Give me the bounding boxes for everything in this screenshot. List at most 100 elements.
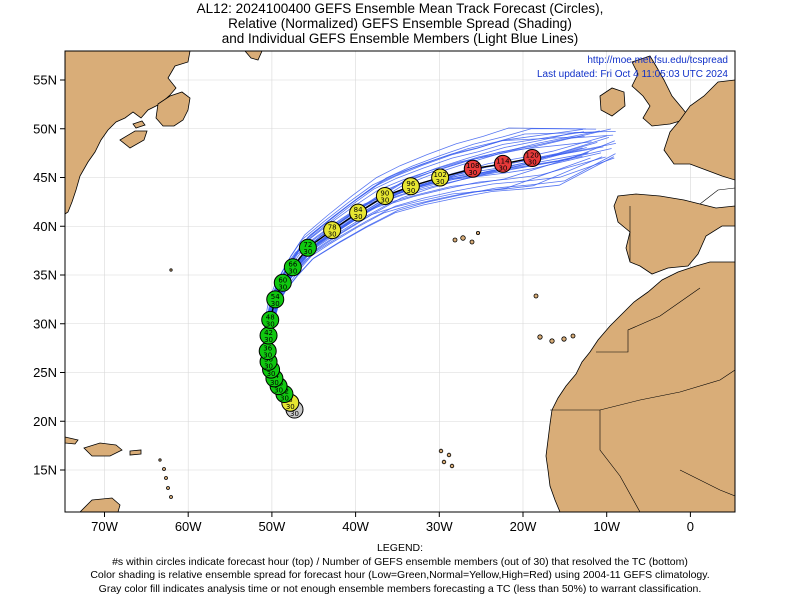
member-count: 30 bbox=[288, 268, 297, 276]
member-count: 30 bbox=[280, 394, 289, 402]
forecast-circle-marker bbox=[323, 221, 342, 240]
lon-label: 10W bbox=[593, 519, 620, 534]
lat-label: 45N bbox=[33, 170, 57, 185]
member-count: 30 bbox=[436, 178, 445, 186]
forecast-hour: 84 bbox=[354, 206, 363, 214]
forecast-hour: 114 bbox=[496, 157, 510, 165]
chart-title-line-1: AL12: 2024100400 GEFS Ensemble Mean Trac… bbox=[196, 1, 604, 16]
member-count: 30 bbox=[286, 403, 295, 411]
latitude-labels: 55N 50N 45N 40N 35N 30N 25N 20N 15N bbox=[33, 73, 65, 478]
forecast-hour: 42 bbox=[264, 329, 273, 337]
legend-heading: LEGEND: bbox=[376, 542, 424, 554]
lat-label: 40N bbox=[33, 219, 57, 234]
landmasses bbox=[65, 51, 735, 512]
member-count: 30 bbox=[274, 387, 283, 395]
lon-label: 0 bbox=[687, 519, 694, 534]
member-count: 30 bbox=[498, 164, 507, 172]
map-frame bbox=[64, 50, 736, 513]
member-count: 30 bbox=[406, 187, 415, 195]
forecast-hour: 102 bbox=[433, 171, 446, 179]
forecast-circle-marker bbox=[298, 238, 317, 257]
forecast-hour: 96 bbox=[406, 180, 415, 188]
member-count: 30 bbox=[266, 320, 275, 328]
forecast-hour: 72 bbox=[303, 241, 312, 249]
land-puerto-rico bbox=[129, 449, 142, 456]
forecast-circle-marker bbox=[261, 310, 280, 329]
forecast-circle-marker bbox=[375, 187, 394, 206]
forecast-circle-marker bbox=[523, 149, 542, 167]
land-pei bbox=[132, 120, 146, 129]
lat-label: 55N bbox=[33, 73, 57, 88]
forecast-circle-marker bbox=[273, 273, 292, 292]
member-count: 30 bbox=[271, 300, 280, 308]
member-count: 30 bbox=[328, 231, 337, 239]
land-newfoundland bbox=[155, 91, 191, 127]
member-count: 30 bbox=[303, 248, 312, 256]
last-updated: Last updated: Fri Oct 4 11:05:03 UTC 202… bbox=[537, 69, 728, 80]
forecast-hour: 36 bbox=[263, 345, 272, 353]
lat-label: 25N bbox=[33, 365, 57, 380]
land-greenland-tip bbox=[244, 51, 263, 61]
lon-label: 30W bbox=[426, 519, 453, 534]
legend-line-1: #s within circles indicate forecast hour… bbox=[112, 556, 688, 568]
member-count: 30 bbox=[380, 197, 389, 205]
forecast-hour: 90 bbox=[380, 190, 389, 198]
chart-title-line-2: Relative (Normalized) GEFS Ensemble Spre… bbox=[228, 16, 572, 31]
forecast-hour: 60 bbox=[278, 276, 287, 284]
legend-line-3: Gray color fill indicates analysis time … bbox=[98, 583, 702, 595]
forecast-hour: 48 bbox=[266, 313, 275, 321]
land-great-britain bbox=[631, 55, 691, 127]
forecast-circle-marker bbox=[493, 154, 512, 173]
forecast-circle-marker bbox=[349, 203, 368, 222]
member-count: 30 bbox=[278, 283, 287, 291]
member-count: 30 bbox=[468, 169, 477, 177]
lon-label: 20W bbox=[510, 519, 537, 534]
forecast-hour: 54 bbox=[271, 293, 280, 301]
land-africa bbox=[545, 261, 735, 512]
forecast-hour: 66 bbox=[288, 261, 297, 269]
lat-label: 30N bbox=[33, 316, 57, 331]
lon-label: 50W bbox=[259, 519, 286, 534]
lat-label: 50N bbox=[33, 121, 57, 136]
land-iberia bbox=[613, 193, 735, 275]
forecast-hour: 120 bbox=[526, 152, 539, 160]
longitude-labels: 70W 60W 50W 40W 30W 20W 10W 0 bbox=[91, 512, 694, 534]
land-ireland bbox=[599, 87, 626, 117]
member-count: 30 bbox=[354, 213, 363, 221]
member-count: 30 bbox=[263, 352, 272, 360]
forecast-circles: 0306301230183024303030363036304230483054… bbox=[258, 149, 542, 419]
lat-label: 20N bbox=[33, 414, 57, 429]
forecast-hour: 108 bbox=[466, 162, 479, 170]
land-cuba-tip bbox=[65, 436, 79, 445]
forecast-circle-marker bbox=[401, 177, 420, 196]
source-url: http://moe.met.fsu.edu/tcspread bbox=[587, 55, 728, 66]
member-count: 30 bbox=[528, 159, 537, 167]
member-count: 30 bbox=[290, 410, 299, 418]
member-count: 30 bbox=[267, 370, 276, 378]
member-count: 30 bbox=[264, 362, 273, 370]
member-count: 30 bbox=[264, 336, 273, 344]
land-europe bbox=[663, 79, 735, 181]
land-south-america bbox=[79, 497, 121, 512]
legend-line-2: Color shading is relative ensemble sprea… bbox=[90, 569, 710, 581]
land-nova-scotia bbox=[119, 130, 148, 149]
lon-label: 60W bbox=[175, 519, 202, 534]
country-borders bbox=[550, 187, 735, 512]
chart-title-line-3: and Individual GEFS Ensemble Members (Li… bbox=[221, 31, 579, 46]
member-count: 30 bbox=[270, 379, 279, 387]
